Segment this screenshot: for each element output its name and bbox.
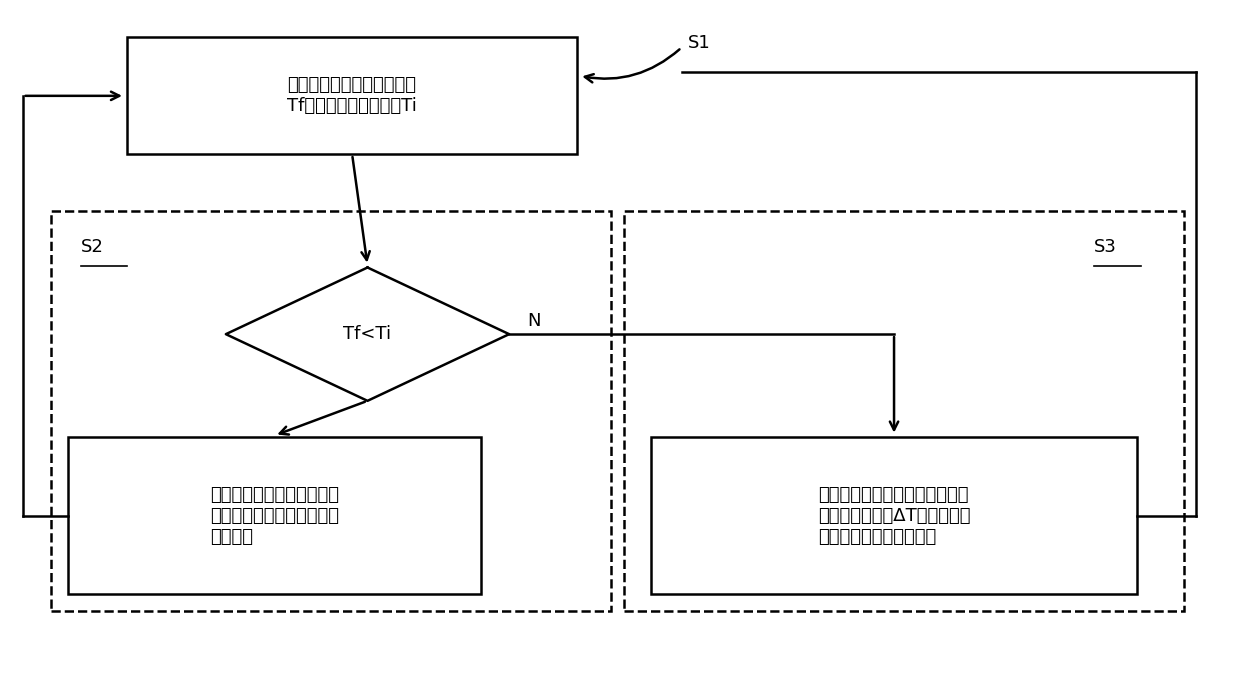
FancyBboxPatch shape [68, 437, 481, 594]
FancyBboxPatch shape [651, 437, 1137, 594]
FancyBboxPatch shape [624, 211, 1184, 611]
Text: S1: S1 [688, 34, 711, 52]
Text: 减小分支节流部件的开度，
以减小流经辅助换热流路的
冷媒流量: 减小分支节流部件的开度， 以减小流经辅助换热流路的 冷媒流量 [210, 486, 339, 545]
Text: 检测变频模块散热器的温度
Tf和电控盒的内腔温度Ti: 检测变频模块散热器的温度 Tf和电控盒的内腔温度Ti [288, 76, 417, 115]
Text: S3: S3 [1094, 238, 1117, 256]
FancyArrowPatch shape [585, 49, 680, 82]
Polygon shape [226, 267, 510, 401]
FancyBboxPatch shape [128, 38, 577, 154]
Text: N: N [528, 312, 541, 330]
Text: Tf<Ti: Tf<Ti [343, 325, 392, 343]
FancyBboxPatch shape [51, 211, 611, 611]
Text: 根据辅助换热流路的出口端与入
口端之间的温差ΔT控制流经该
辅助换热流路的冷媒流量: 根据辅助换热流路的出口端与入 口端之间的温差ΔT控制流经该 辅助换热流路的冷媒流… [818, 486, 970, 545]
Text: S2: S2 [81, 238, 103, 256]
